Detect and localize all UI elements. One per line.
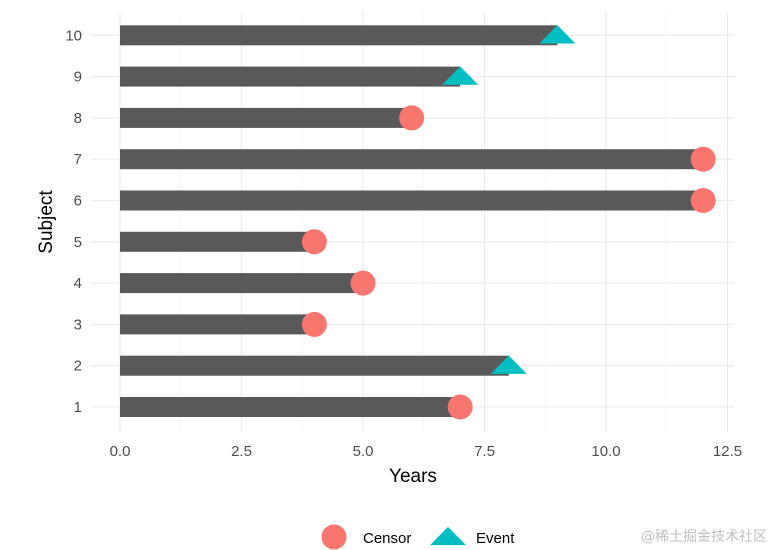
y-tick-label: 5	[74, 234, 82, 251]
bar	[120, 231, 315, 252]
legend-label: Event	[476, 530, 515, 547]
bar	[120, 397, 461, 417]
bar	[120, 25, 558, 46]
y-tick-label: 9	[74, 69, 82, 86]
bar	[120, 66, 461, 87]
y-tick-label: 10	[65, 27, 82, 44]
markers	[301, 25, 716, 420]
y-tick-label: 8	[74, 110, 82, 127]
legend-key-triangle	[430, 526, 466, 546]
y-tick-label: 7	[74, 151, 82, 168]
x-tick-label: 7.5	[474, 443, 495, 460]
x-tick-label: 2.5	[231, 443, 252, 460]
event-marker	[539, 25, 576, 44]
legend-item: Censor	[321, 524, 411, 550]
x-tick-label: 5.0	[353, 443, 374, 460]
x-axis-title: Years	[389, 466, 437, 487]
censor-marker	[690, 146, 716, 172]
censor-marker	[690, 188, 716, 213]
y-axis-ticks: 1 2 3 4 5 6 7 8 9 10	[65, 27, 82, 416]
x-tick-label: 10.0	[591, 443, 620, 460]
legend-item: Event	[430, 526, 515, 547]
y-tick-label: 1	[74, 399, 82, 416]
event-marker	[490, 355, 527, 374]
legend: Censor Event	[321, 524, 515, 550]
censor-marker	[447, 394, 473, 420]
y-tick-label: 3	[74, 316, 82, 333]
y-tick-label: 4	[74, 275, 82, 292]
bar	[120, 190, 704, 211]
bar	[120, 107, 412, 128]
bar	[120, 314, 315, 335]
watermark-text: @稀土掘金技术社区	[641, 529, 767, 545]
bars	[120, 25, 704, 417]
y-axis-title: Subject	[36, 190, 57, 254]
y-tick-label: 2	[74, 358, 82, 375]
censor-marker	[301, 229, 327, 255]
censor-marker	[301, 311, 327, 337]
x-tick-label: 0.0	[110, 443, 131, 460]
censor-marker	[350, 270, 376, 296]
bar	[120, 273, 363, 294]
event-marker	[442, 66, 479, 85]
x-tick-label: 12.5	[713, 443, 742, 460]
bar	[120, 355, 509, 376]
censor-marker	[399, 105, 425, 131]
legend-label: Censor	[363, 530, 411, 547]
y-tick-label: 6	[74, 193, 82, 210]
legend-key-circle	[321, 524, 347, 550]
x-axis-ticks: 0.0 2.5 5.0 7.5 10.0 12.5	[110, 443, 743, 460]
bar	[120, 149, 704, 170]
